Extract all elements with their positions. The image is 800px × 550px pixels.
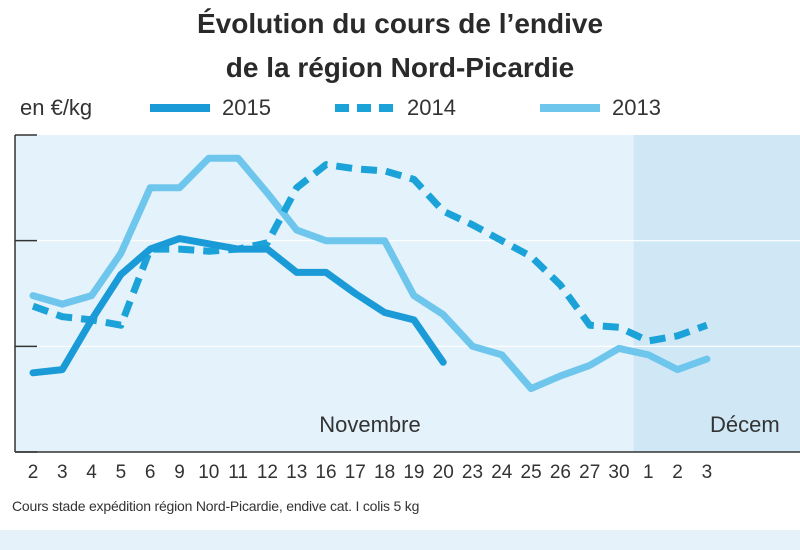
legend-label-2013: 2013 [612, 95, 661, 120]
legend-item-2013: 2013 [540, 95, 661, 121]
legend-swatch-2015 [150, 104, 210, 112]
x-tick-label: 16 [315, 462, 336, 483]
legend-item-2014: 2014 [335, 95, 456, 121]
series-line-2014 [31, 161, 709, 345]
month-label-novembre: Novembre [319, 412, 420, 437]
x-tick-label: 23 [462, 462, 483, 483]
x-tick-label: 5 [116, 462, 127, 483]
legend-swatch-2014 [335, 104, 395, 112]
x-tick-label: 10 [198, 462, 219, 483]
legend-swatch-2013 [540, 104, 600, 112]
x-tick-label: 25 [521, 462, 542, 483]
y-unit-label: en €/kg [20, 95, 93, 120]
chart-title-line-2: de la région Nord-Picardie [225, 52, 575, 83]
x-tick-label: 20 [433, 462, 454, 483]
legend-label-2015: 2015 [222, 95, 271, 120]
x-tick-label: 11 [228, 462, 248, 483]
x-tick-label: 12 [257, 462, 278, 483]
legend-item-2015: 2015 [150, 95, 271, 121]
x-tick-label: 9 [174, 462, 185, 483]
x-tick-label: 2 [28, 462, 39, 483]
x-tick-label: 17 [345, 462, 366, 483]
chart-title: Évolution du cours de l’endive de la rég… [0, 2, 800, 90]
x-tick-label: 6 [145, 462, 156, 483]
x-tick-label: 1 [643, 462, 654, 483]
x-tick-label: 13 [286, 462, 307, 483]
chart-title-line-1: Évolution du cours de l’endive [196, 8, 604, 39]
x-tick-label: 26 [550, 462, 571, 483]
footnote: Cours stade expédition région Nord-Picar… [12, 498, 420, 514]
x-tick-label: 27 [579, 462, 600, 483]
x-tick-label: 3 [702, 462, 713, 483]
x-tick-label: 18 [374, 462, 395, 483]
x-tick-label: 30 [608, 462, 629, 483]
x-tick-label: 3 [57, 462, 68, 483]
legend-label-2014: 2014 [407, 95, 456, 120]
series-line-2015 [29, 235, 447, 377]
month-label-decembre: Décem [710, 412, 780, 437]
x-tick-label: 19 [403, 462, 424, 483]
december-band [633, 135, 800, 452]
bottom-band [0, 530, 800, 550]
series-line-2013 [29, 154, 711, 393]
x-tick-label: 2 [672, 462, 683, 483]
x-tick-label: 24 [491, 462, 513, 483]
x-tick-label: 4 [86, 462, 97, 483]
